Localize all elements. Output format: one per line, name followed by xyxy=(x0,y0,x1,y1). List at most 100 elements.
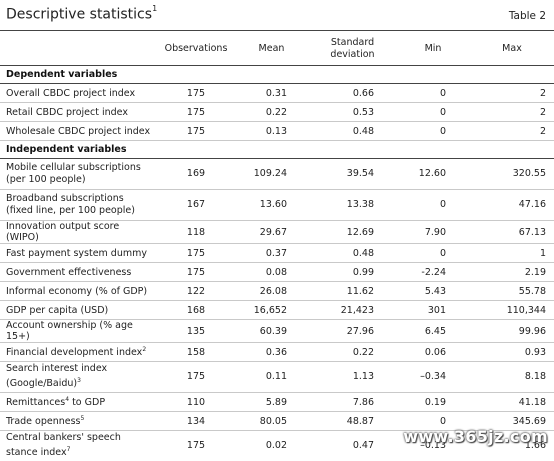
table-number: Table 2 xyxy=(509,10,546,22)
table-cell: 1 xyxy=(470,244,554,263)
table-cell: 175 xyxy=(158,103,234,122)
table-cell: 2 xyxy=(470,84,554,103)
row-label: Innovation output score (WIPO) xyxy=(0,221,158,244)
table-cell: 320.55 xyxy=(470,159,554,190)
section-heading: Dependent variables xyxy=(0,66,554,84)
table-cell: 169 xyxy=(158,159,234,190)
table-header-bar: Descriptive statistics1 Table 2 xyxy=(0,0,554,31)
table-cell: 0.11 xyxy=(234,362,309,393)
table-cell: 29.67 xyxy=(234,221,309,244)
table-cell: 0.36 xyxy=(234,343,309,362)
table-cell: 175 xyxy=(158,263,234,282)
table-cell: 5.43 xyxy=(396,282,470,301)
table-cell: 122 xyxy=(158,282,234,301)
table-cell: 0.08 xyxy=(234,263,309,282)
row-label: Wholesale CBDC project index xyxy=(0,122,158,141)
table-cell: 12.69 xyxy=(309,221,396,244)
table-cell: 13.38 xyxy=(309,190,396,221)
table-cell: 301 xyxy=(396,301,470,320)
table-cell: 80.05 xyxy=(234,412,309,431)
table-cell: 41.18 xyxy=(470,393,554,412)
table-cell: 135 xyxy=(158,320,234,343)
table-cell: 118 xyxy=(158,221,234,244)
table-cell: 7.86 xyxy=(309,393,396,412)
table-cell: 0 xyxy=(396,122,470,141)
row-label: Remittances4 to GDP xyxy=(0,393,158,412)
table-cell: 0.48 xyxy=(309,122,396,141)
table-cell: 2 xyxy=(470,122,554,141)
table-cell: 168 xyxy=(158,301,234,320)
table-cell: 158 xyxy=(158,343,234,362)
table-cell: 7.90 xyxy=(396,221,470,244)
table-cell: 109.24 xyxy=(234,159,309,190)
table-cell: 0.02 xyxy=(234,431,309,461)
table-cell: 0 xyxy=(396,244,470,263)
table-cell: 0.19 xyxy=(396,393,470,412)
table-row: Broadband subscriptions (fixed line, per… xyxy=(0,190,554,221)
table-cell: 0.99 xyxy=(309,263,396,282)
table-cell: 110,344 xyxy=(470,301,554,320)
row-label: Overall CBDC project index xyxy=(0,84,158,103)
column-header: Standard deviation xyxy=(309,32,396,66)
table-cell: 175 xyxy=(158,244,234,263)
table-cell: 0.06 xyxy=(396,343,470,362)
table-cell: 21,423 xyxy=(309,301,396,320)
table-cell: 12.60 xyxy=(396,159,470,190)
column-header: Observations xyxy=(158,32,234,66)
row-label: Central bankers' speech stance index7 xyxy=(0,431,158,461)
table-cell: 1.13 xyxy=(309,362,396,393)
row-label: Account ownership (% age 15+) xyxy=(0,320,158,343)
column-header: Max xyxy=(470,32,554,66)
table-cell: 99.96 xyxy=(470,320,554,343)
table-cell: 0.13 xyxy=(234,122,309,141)
column-header: Min xyxy=(396,32,470,66)
table-cell: 2.19 xyxy=(470,263,554,282)
table-cell: 110 xyxy=(158,393,234,412)
table-row: Mobile cellular subscriptions (per 100 p… xyxy=(0,159,554,190)
table-cell: 2 xyxy=(470,103,554,122)
row-label: Trade openness5 xyxy=(0,412,158,431)
table-cell: 47.16 xyxy=(470,190,554,221)
table-title: Descriptive statistics1 xyxy=(6,6,157,23)
table-cell: 0.53 xyxy=(309,103,396,122)
column-header-row: Observations Mean Standard deviation Min… xyxy=(0,32,554,66)
row-label: Government effectiveness xyxy=(0,263,158,282)
column-header xyxy=(0,32,158,66)
row-label: Fast payment system dummy xyxy=(0,244,158,263)
table-cell: 0.66 xyxy=(309,84,396,103)
table-cell: 67.13 xyxy=(470,221,554,244)
table-cell: 26.08 xyxy=(234,282,309,301)
table-cell: 175 xyxy=(158,431,234,461)
table-cell: 39.54 xyxy=(309,159,396,190)
watermark: www.365jz.com xyxy=(403,427,548,446)
row-label: Mobile cellular subscriptions (per 100 p… xyxy=(0,159,158,190)
table-cell: 175 xyxy=(158,122,234,141)
table-cell: 6.45 xyxy=(396,320,470,343)
section-heading-row: Dependent variables xyxy=(0,66,554,84)
section-heading: Independent variables xyxy=(0,141,554,159)
table-cell: 0 xyxy=(396,190,470,221)
column-header: Mean xyxy=(234,32,309,66)
table-cell: 0.22 xyxy=(234,103,309,122)
table-cell: 13.60 xyxy=(234,190,309,221)
table-cell: 0.22 xyxy=(309,343,396,362)
table-cell: 0.93 xyxy=(470,343,554,362)
table-cell: 11.62 xyxy=(309,282,396,301)
row-label: Financial development index2 xyxy=(0,343,158,362)
table-cell: 175 xyxy=(158,362,234,393)
table-cell: 0.47 xyxy=(309,431,396,461)
table-cell: 60.39 xyxy=(234,320,309,343)
row-label: Search interest index (Google/Baidu)3 xyxy=(0,362,158,393)
table-cell: -2.24 xyxy=(396,263,470,282)
table-cell: 27.96 xyxy=(309,320,396,343)
